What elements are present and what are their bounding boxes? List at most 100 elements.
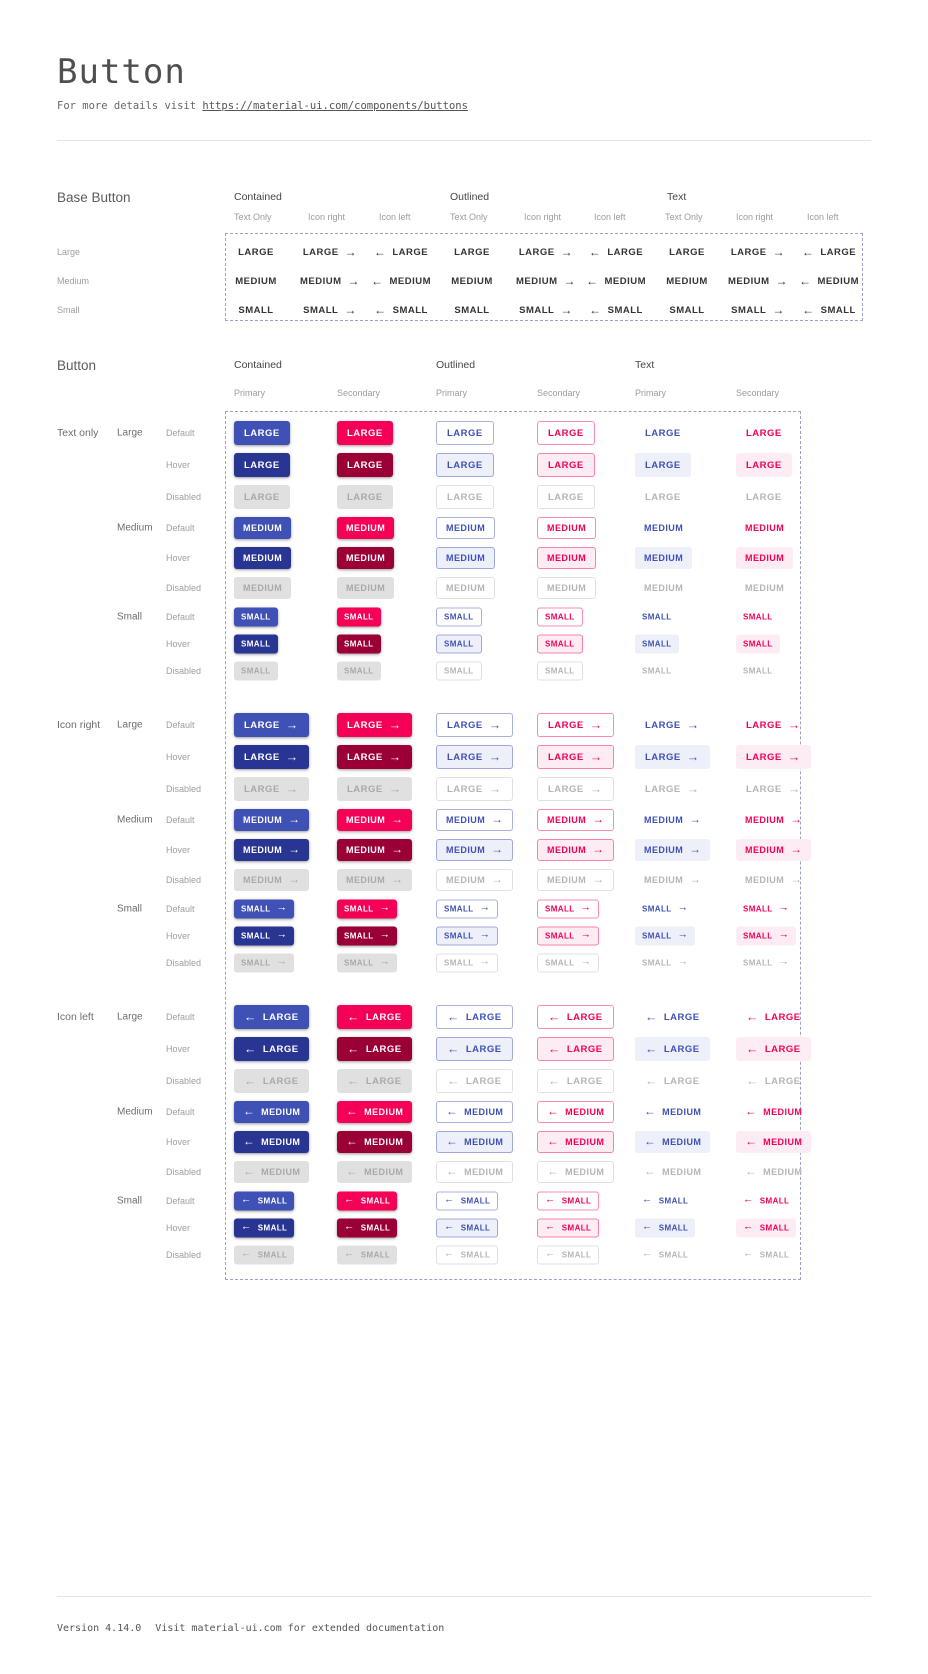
button-icon-left-text-primary-small-disabled[interactable]: ← SMALL xyxy=(635,1245,695,1264)
button-icon-right-outlined-secondary-small-default[interactable]: SMALL → xyxy=(537,899,600,918)
button-icon-right-outlined-primary-small-hover[interactable]: SMALL → xyxy=(436,926,499,945)
button-icon-right-outlined-primary-large-hover[interactable]: LARGE → xyxy=(436,745,513,769)
button-icon-left-outlined-primary-large-hover[interactable]: ← LARGE xyxy=(436,1037,513,1061)
button-icon-right-contained-secondary-large-hover[interactable]: LARGE → xyxy=(337,745,412,769)
button-icon-right-contained-primary-small-default[interactable]: SMALL → xyxy=(234,899,295,918)
base-button-text-icon-right-medium[interactable]: MEDIUM → xyxy=(720,270,796,292)
button-icon-left-text-secondary-medium-disabled[interactable]: ← MEDIUM xyxy=(736,1161,811,1183)
button-icon-left-outlined-secondary-small-hover[interactable]: ← SMALL xyxy=(537,1218,600,1237)
button-text-only-outlined-secondary-large-hover[interactable]: LARGE xyxy=(537,453,595,477)
button-icon-right-outlined-secondary-medium-default[interactable]: MEDIUM → xyxy=(537,809,615,831)
base-button-outlined-icon-right-large[interactable]: LARGE → xyxy=(508,241,584,263)
button-icon-right-text-primary-small-disabled[interactable]: SMALL → xyxy=(635,953,695,972)
button-text-only-outlined-secondary-medium-default[interactable]: MEDIUM xyxy=(537,517,597,539)
button-text-only-outlined-secondary-small-default[interactable]: SMALL xyxy=(537,607,583,626)
button-text-only-contained-secondary-large-hover[interactable]: LARGE xyxy=(337,453,393,477)
button-icon-left-outlined-secondary-large-hover[interactable]: ← LARGE xyxy=(537,1037,614,1061)
button-icon-left-contained-primary-medium-default[interactable]: ← MEDIUM xyxy=(234,1101,310,1123)
base-button-contained-text-only-large[interactable]: LARGE xyxy=(218,241,294,263)
button-icon-right-outlined-secondary-small-hover[interactable]: SMALL → xyxy=(537,926,600,945)
button-icon-left-contained-primary-large-default[interactable]: ← LARGE xyxy=(234,1005,309,1029)
button-icon-left-text-primary-small-default[interactable]: ← SMALL xyxy=(635,1191,695,1210)
button-icon-left-outlined-primary-small-hover[interactable]: ← SMALL xyxy=(436,1218,499,1237)
button-icon-right-contained-primary-small-hover[interactable]: SMALL → xyxy=(234,926,295,945)
base-button-outlined-text-only-large[interactable]: LARGE xyxy=(434,241,510,263)
button-text-only-outlined-primary-small-default[interactable]: SMALL xyxy=(436,607,482,626)
button-icon-right-contained-primary-medium-disabled[interactable]: MEDIUM → xyxy=(234,869,310,891)
button-icon-right-contained-primary-medium-hover[interactable]: MEDIUM → xyxy=(234,839,310,861)
button-text-only-contained-secondary-medium-default[interactable]: MEDIUM xyxy=(337,517,395,539)
button-text-only-outlined-secondary-medium-hover[interactable]: MEDIUM xyxy=(537,547,597,569)
button-icon-left-outlined-secondary-medium-disabled[interactable]: ← MEDIUM xyxy=(537,1161,615,1183)
button-text-only-contained-primary-medium-disabled[interactable]: MEDIUM xyxy=(234,577,292,599)
button-icon-left-text-secondary-large-disabled[interactable]: ← LARGE xyxy=(736,1069,811,1093)
button-icon-right-outlined-secondary-medium-disabled[interactable]: MEDIUM → xyxy=(537,869,615,891)
button-icon-left-contained-primary-large-hover[interactable]: ← LARGE xyxy=(234,1037,309,1061)
button-text-only-contained-secondary-large-disabled[interactable]: LARGE xyxy=(337,485,393,509)
button-icon-right-text-primary-small-hover[interactable]: SMALL → xyxy=(635,926,696,945)
base-button-text-icon-left-small[interactable]: ← SMALL xyxy=(791,299,867,321)
base-button-text-icon-right-large[interactable]: LARGE → xyxy=(720,241,796,263)
button-text-only-text-primary-small-hover[interactable]: SMALL xyxy=(635,634,679,653)
button-icon-right-text-secondary-small-disabled[interactable]: SMALL → xyxy=(736,953,796,972)
button-text-only-contained-primary-large-default[interactable]: LARGE xyxy=(234,421,290,445)
button-icon-left-text-secondary-large-hover[interactable]: ← LARGE xyxy=(736,1037,811,1061)
base-button-contained-icon-left-medium[interactable]: ← MEDIUM xyxy=(363,270,439,292)
button-text-only-outlined-primary-medium-disabled[interactable]: MEDIUM xyxy=(436,577,496,599)
button-icon-left-contained-primary-medium-disabled[interactable]: ← MEDIUM xyxy=(234,1161,310,1183)
button-icon-left-text-secondary-medium-hover[interactable]: ← MEDIUM xyxy=(736,1131,812,1153)
button-icon-right-outlined-primary-medium-default[interactable]: MEDIUM → xyxy=(436,809,514,831)
button-icon-left-contained-secondary-medium-disabled[interactable]: ← MEDIUM xyxy=(337,1161,413,1183)
button-text-only-contained-primary-small-hover[interactable]: SMALL xyxy=(234,634,278,653)
button-icon-right-text-primary-large-default[interactable]: LARGE → xyxy=(635,713,710,737)
button-text-only-outlined-secondary-large-disabled[interactable]: LARGE xyxy=(537,485,595,509)
base-button-outlined-icon-left-medium[interactable]: ← MEDIUM xyxy=(578,270,654,292)
button-icon-right-outlined-primary-small-disabled[interactable]: SMALL → xyxy=(436,953,499,972)
base-button-contained-text-only-small[interactable]: SMALL xyxy=(218,299,294,321)
button-text-only-outlined-primary-large-default[interactable]: LARGE xyxy=(436,421,494,445)
button-text-only-contained-primary-small-disabled[interactable]: SMALL xyxy=(234,661,278,680)
button-icon-left-contained-secondary-medium-default[interactable]: ← MEDIUM xyxy=(337,1101,413,1123)
button-icon-right-text-secondary-medium-disabled[interactable]: MEDIUM → xyxy=(736,869,811,891)
button-text-only-text-secondary-large-hover[interactable]: LARGE xyxy=(736,453,792,477)
button-text-only-outlined-primary-medium-default[interactable]: MEDIUM xyxy=(436,517,496,539)
button-text-only-text-primary-large-hover[interactable]: LARGE xyxy=(635,453,691,477)
button-icon-right-outlined-primary-large-disabled[interactable]: LARGE → xyxy=(436,777,513,801)
button-text-only-contained-primary-medium-default[interactable]: MEDIUM xyxy=(234,517,292,539)
button-icon-right-contained-secondary-small-hover[interactable]: SMALL → xyxy=(337,926,398,945)
button-icon-left-contained-secondary-large-disabled[interactable]: ← LARGE xyxy=(337,1069,412,1093)
button-icon-left-contained-secondary-large-default[interactable]: ← LARGE xyxy=(337,1005,412,1029)
button-icon-right-outlined-secondary-large-default[interactable]: LARGE → xyxy=(537,713,614,737)
button-text-only-contained-secondary-medium-hover[interactable]: MEDIUM xyxy=(337,547,395,569)
button-icon-right-text-primary-medium-hover[interactable]: MEDIUM → xyxy=(635,839,711,861)
button-text-only-text-secondary-small-hover[interactable]: SMALL xyxy=(736,634,780,653)
button-icon-left-outlined-secondary-large-default[interactable]: ← LARGE xyxy=(537,1005,614,1029)
button-text-only-contained-primary-large-hover[interactable]: LARGE xyxy=(234,453,290,477)
button-icon-right-contained-primary-large-disabled[interactable]: LARGE → xyxy=(234,777,309,801)
base-button-contained-icon-left-large[interactable]: ← LARGE xyxy=(363,241,439,263)
button-text-only-text-primary-medium-default[interactable]: MEDIUM xyxy=(635,517,692,539)
button-icon-right-contained-primary-medium-default[interactable]: MEDIUM → xyxy=(234,809,310,831)
button-icon-left-outlined-secondary-medium-default[interactable]: ← MEDIUM xyxy=(537,1101,615,1123)
button-icon-right-contained-secondary-medium-disabled[interactable]: MEDIUM → xyxy=(337,869,413,891)
button-icon-right-text-primary-medium-disabled[interactable]: MEDIUM → xyxy=(635,869,710,891)
button-icon-left-text-primary-medium-hover[interactable]: ← MEDIUM xyxy=(635,1131,711,1153)
base-button-contained-icon-right-large[interactable]: LARGE → xyxy=(292,241,368,263)
button-icon-right-text-secondary-large-hover[interactable]: LARGE → xyxy=(736,745,811,769)
button-text-only-outlined-secondary-small-hover[interactable]: SMALL xyxy=(537,634,583,653)
button-icon-left-outlined-secondary-large-disabled[interactable]: ← LARGE xyxy=(537,1069,614,1093)
button-icon-left-outlined-primary-medium-disabled[interactable]: ← MEDIUM xyxy=(436,1161,514,1183)
button-icon-right-text-secondary-medium-default[interactable]: MEDIUM → xyxy=(736,809,811,831)
button-text-only-text-secondary-large-default[interactable]: LARGE xyxy=(736,421,792,445)
button-icon-right-contained-secondary-medium-hover[interactable]: MEDIUM → xyxy=(337,839,413,861)
button-icon-left-outlined-primary-large-default[interactable]: ← LARGE xyxy=(436,1005,513,1029)
button-icon-right-contained-secondary-medium-default[interactable]: MEDIUM → xyxy=(337,809,413,831)
button-icon-left-text-primary-medium-disabled[interactable]: ← MEDIUM xyxy=(635,1161,710,1183)
button-icon-left-contained-secondary-small-default[interactable]: ← SMALL xyxy=(337,1191,398,1210)
base-button-outlined-icon-left-large[interactable]: ← LARGE xyxy=(578,241,654,263)
button-text-only-contained-secondary-small-default[interactable]: SMALL xyxy=(337,607,381,626)
base-button-outlined-icon-right-medium[interactable]: MEDIUM → xyxy=(508,270,584,292)
button-icon-right-contained-secondary-large-disabled[interactable]: LARGE → xyxy=(337,777,412,801)
base-button-text-text-only-medium[interactable]: MEDIUM xyxy=(649,270,725,292)
button-text-only-contained-secondary-small-disabled[interactable]: SMALL xyxy=(337,661,381,680)
